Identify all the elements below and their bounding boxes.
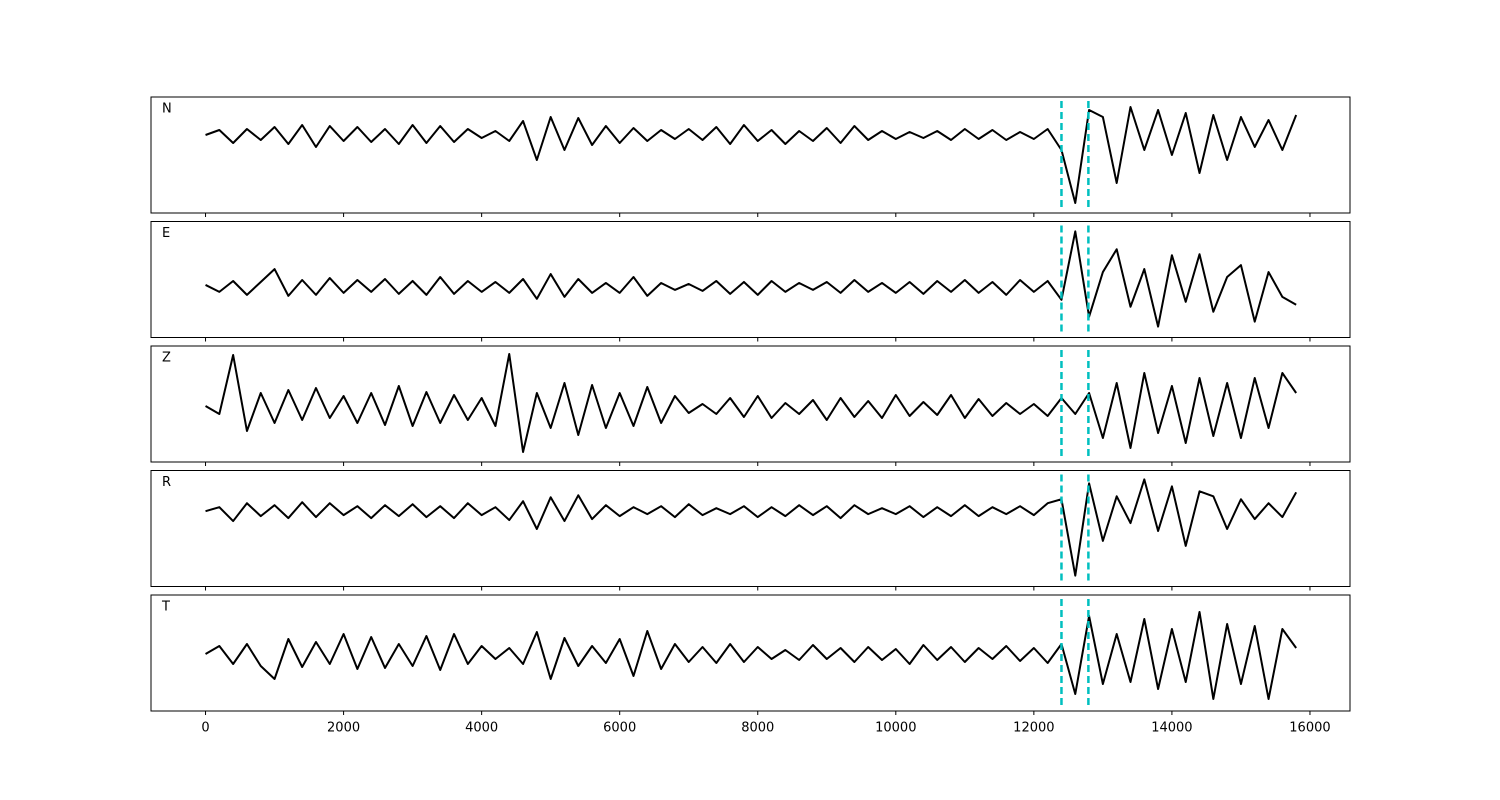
waveform: [205, 353, 1297, 453]
x-tick-label: 6000: [603, 721, 636, 736]
panel-label: R: [162, 475, 171, 490]
panel-frame: [150, 96, 1351, 214]
x-tick-label: 12000: [1013, 721, 1054, 736]
panel-label: Z: [162, 351, 171, 366]
x-tick-label: 16000: [1289, 721, 1330, 736]
panel-label: N: [162, 102, 172, 117]
panel-label: T: [161, 600, 170, 615]
x-tick-label: 4000: [465, 721, 498, 736]
waveform: [205, 106, 1298, 204]
panel-label: E: [162, 226, 170, 241]
panel-frame: [150, 221, 1351, 338]
panel-frame: [150, 594, 1351, 712]
panel-frame: [150, 470, 1351, 587]
x-tick-label: 2000: [327, 721, 360, 736]
waveform: [205, 478, 1298, 577]
waveform: [205, 611, 1297, 700]
x-tick-label: 10000: [875, 721, 916, 736]
waveform: [205, 230, 1297, 328]
x-tick-label: 0: [201, 721, 209, 736]
x-tick-label: 8000: [741, 721, 774, 736]
x-tick-label: 14000: [1151, 721, 1192, 736]
panel-frame: [150, 345, 1351, 463]
